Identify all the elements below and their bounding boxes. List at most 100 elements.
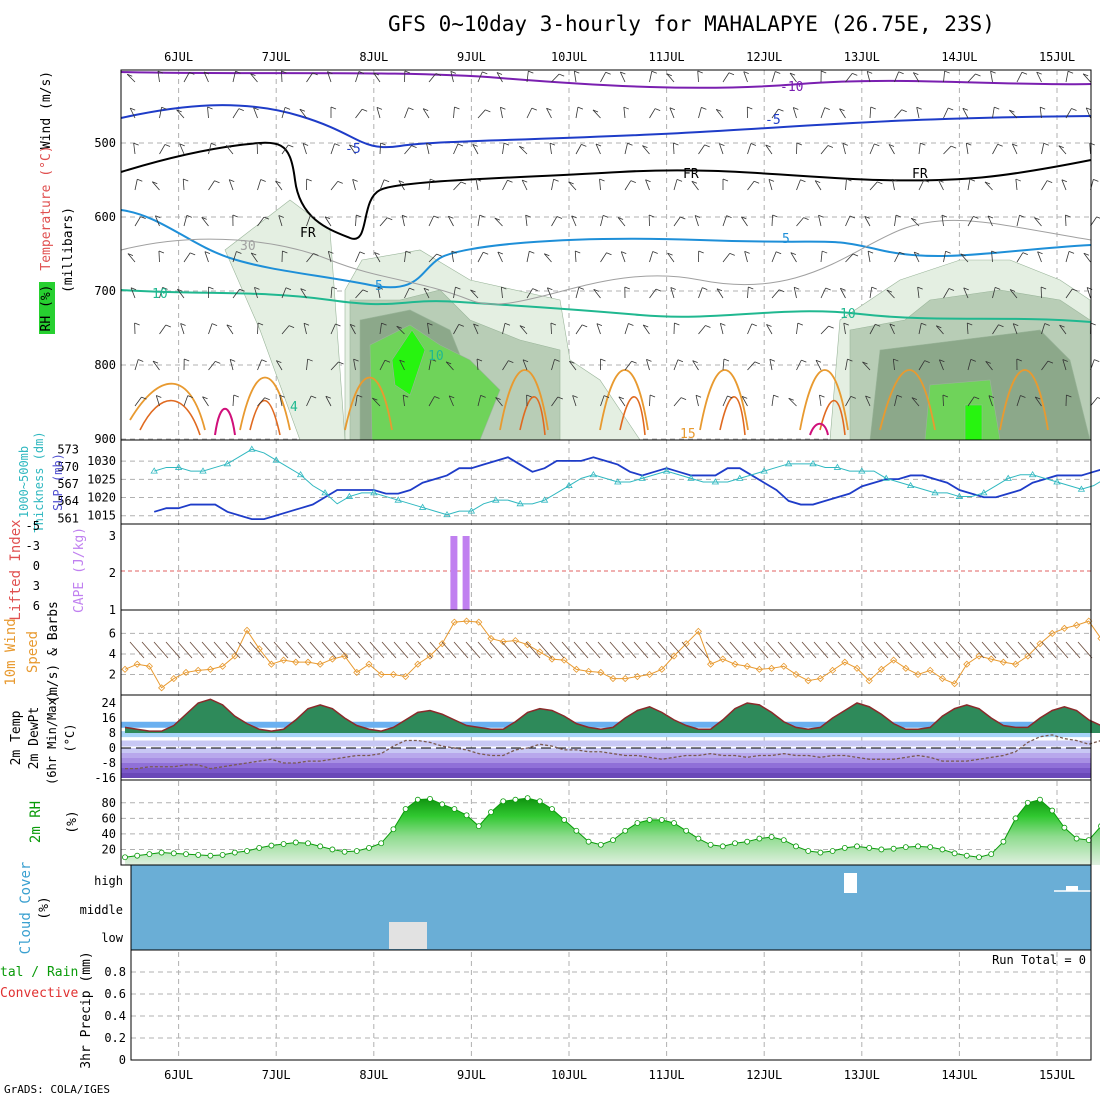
- wind-barb: [1062, 359, 1067, 371]
- wind-barb: [741, 396, 748, 407]
- wind-barb: [820, 325, 829, 335]
- slp-point: [199, 467, 207, 474]
- rh-point: [1073, 835, 1080, 842]
- precip-tick: 0: [119, 1053, 126, 1067]
- x-tick-bottom: 11JUL: [649, 1068, 685, 1082]
- wind10-barb: [753, 641, 769, 659]
- wind10-point: [353, 668, 361, 676]
- text-layer: 6JUL 6JUL 7JUL 7JUL 8JUL 8JUL 9JUL 9JUL 10JUL 10J…: [0, 50, 1086, 1082]
- wind-barb: [278, 215, 284, 218]
- wind-barb: [126, 73, 136, 83]
- wind-barb: [379, 179, 385, 191]
- wind-barb: [430, 358, 437, 362]
- wind-barb: [998, 324, 1004, 328]
- slp-tick: 1020: [87, 491, 116, 505]
- wind-barb: [939, 359, 945, 363]
- wind-barb: [869, 143, 875, 155]
- rh-point: [573, 827, 580, 834]
- slp-point: [248, 445, 256, 452]
- wind10-point: [121, 665, 129, 673]
- cape-tick: 1: [109, 603, 116, 617]
- wind-barb: [453, 107, 455, 119]
- wind-barb: [865, 395, 871, 399]
- wind-barb: [1058, 145, 1064, 149]
- wind-barb: [673, 397, 682, 407]
- wind-barb: [1071, 108, 1077, 111]
- wind-barb: [793, 107, 799, 110]
- wind10-point: [597, 668, 605, 676]
- wind-barb: [409, 287, 415, 291]
- wind10-point: [731, 660, 739, 668]
- wind-barb: [275, 180, 281, 184]
- wind10-point: [1060, 624, 1068, 632]
- wind-barb: [939, 359, 944, 371]
- wind-barb: [183, 72, 190, 83]
- wind-barb: [355, 214, 357, 227]
- wind10-barb: [441, 641, 457, 659]
- wind-barb: [801, 359, 807, 363]
- wind-barb: [494, 217, 503, 227]
- wind-barb: [769, 358, 776, 362]
- wind-barb: [845, 215, 851, 227]
- wind-barb: [789, 72, 797, 83]
- wind-barb: [182, 178, 185, 191]
- wind-barb: [744, 251, 750, 254]
- wind-barb: [1041, 323, 1046, 335]
- wind-barb: [1011, 143, 1018, 155]
- wind10-barb: [969, 641, 985, 659]
- wind10-barb: [825, 641, 841, 659]
- wind-barb: [396, 325, 402, 329]
- rh-point: [463, 812, 470, 819]
- wind-barb: [184, 358, 190, 362]
- wind-barb: [852, 72, 858, 76]
- slp-point: [223, 460, 232, 467]
- cloud-high-block: [844, 873, 857, 893]
- wind-barb: [967, 359, 972, 371]
- wind-barb: [631, 360, 637, 364]
- wind10-barb: [609, 641, 625, 659]
- wind-barb: [550, 322, 557, 326]
- wind-barb: [356, 214, 362, 218]
- wind-barb: [202, 396, 209, 407]
- wind-barb: [1015, 179, 1018, 191]
- wind-barb: [549, 143, 552, 155]
- wind-barb: [943, 71, 946, 83]
- rh-point: [902, 844, 909, 851]
- wind-barb: [1039, 107, 1042, 119]
- wind-barb: [963, 287, 969, 299]
- wind-barb: [850, 396, 856, 399]
- rh-point: [732, 840, 738, 847]
- wind-barb: [226, 324, 234, 335]
- precip-tick: 0.6: [104, 987, 126, 1001]
- wind10-barb: [837, 641, 853, 659]
- wind-barb: [436, 253, 442, 257]
- wind-barb: [727, 395, 733, 399]
- wind-barb: [742, 396, 748, 399]
- wind-barb: [1040, 106, 1046, 110]
- wind-barb: [1062, 359, 1068, 362]
- wind-barb: [405, 250, 411, 254]
- wind-barb: [599, 178, 605, 182]
- wind-barb: [924, 360, 930, 363]
- wind-barb: [967, 396, 975, 407]
- rh-point: [390, 826, 397, 833]
- wind-barb: [226, 324, 232, 328]
- wind-barb: [1009, 109, 1015, 113]
- temperature-band: [121, 768, 1091, 773]
- slp-point: [467, 507, 476, 514]
- wind-barb: [593, 289, 601, 299]
- wind-barb: [476, 359, 479, 371]
- wind-barb: [695, 394, 702, 398]
- slp-point: [614, 478, 622, 485]
- wind-barb: [281, 70, 287, 74]
- cape-axis-label: CAPE (J/kg): [72, 527, 87, 613]
- wind-barb: [349, 144, 355, 148]
- slp-point: [1004, 474, 1012, 481]
- wind-barb: [923, 179, 929, 183]
- wind-barb: [571, 215, 577, 219]
- wind10-barb: [957, 641, 973, 659]
- wind-barb: [229, 179, 235, 183]
- wind10-barb: [201, 641, 217, 659]
- wind-barb: [504, 322, 511, 326]
- wind-barb: [1072, 288, 1078, 292]
